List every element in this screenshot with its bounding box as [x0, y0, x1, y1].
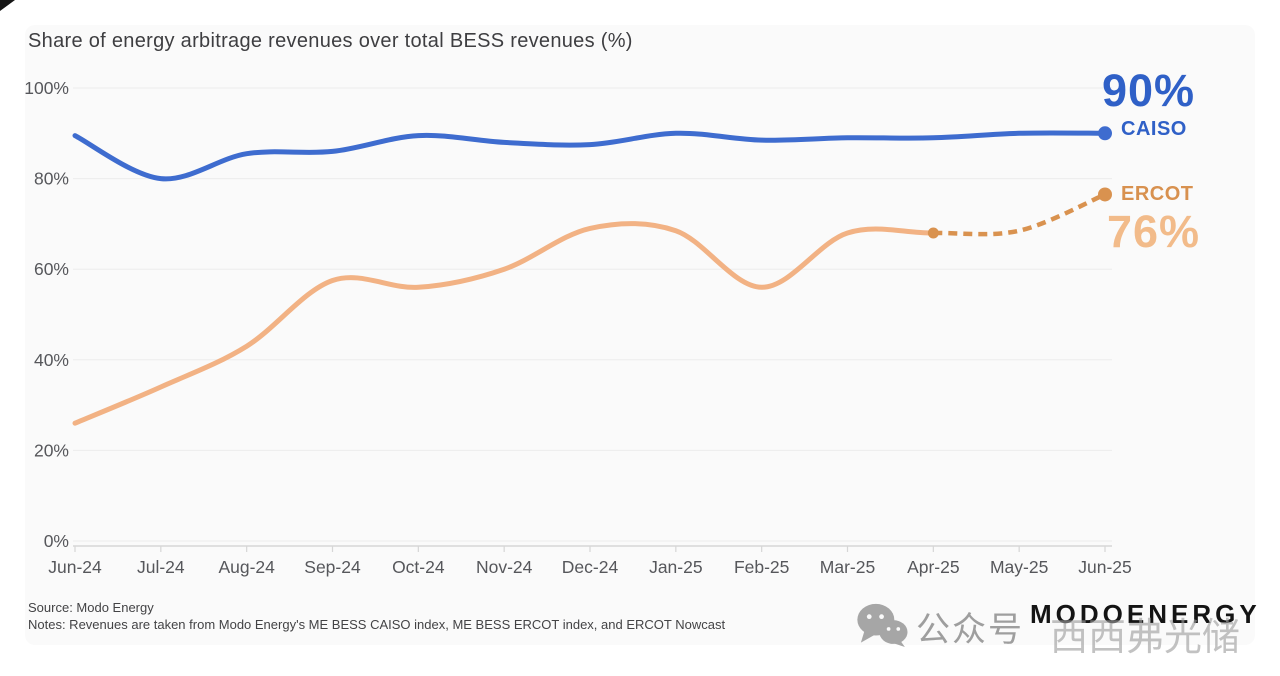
caiso-line: [72, 130, 1108, 182]
svg-text:Jul-24: Jul-24: [137, 557, 185, 577]
wechat-icon: [857, 603, 908, 647]
svg-text:Jan-25: Jan-25: [649, 557, 703, 577]
x-axis-labels: Jun-24 Jul-24 Aug-24 Sep-24 Oct-24 Nov-24 Dec-…: [48, 557, 1132, 577]
svg-text:Aug-24: Aug-24: [218, 557, 275, 577]
caiso-end-value: 90%: [1102, 65, 1196, 116]
svg-text:Feb-25: Feb-25: [734, 557, 789, 577]
svg-text:Jun-25: Jun-25: [1078, 557, 1132, 577]
svg-text:0%: 0%: [44, 531, 69, 551]
svg-text:Mar-25: Mar-25: [820, 557, 875, 577]
ercot-forecast-start-dot: [927, 227, 939, 239]
ercot-end-value: 76%: [1107, 206, 1201, 257]
svg-text:Apr-25: Apr-25: [907, 557, 960, 577]
svg-text:Jun-24: Jun-24: [48, 557, 102, 577]
svg-text:40%: 40%: [34, 350, 69, 370]
caiso-series-label: CAISO: [1121, 118, 1187, 140]
ercot-series-label: ERCOT: [1121, 183, 1194, 205]
svg-text:Nov-24: Nov-24: [476, 557, 533, 577]
notes-text: Notes: Revenues are taken from Modo Ener…: [28, 617, 726, 632]
modoenergy-logo: MODOENERGY: [1030, 599, 1261, 629]
corner-mark: [0, 0, 15, 11]
svg-text:May-25: May-25: [990, 557, 1048, 577]
svg-text:Dec-24: Dec-24: [562, 557, 619, 577]
gridlines: [73, 87, 1112, 542]
chart-title: Share of energy arbitrage revenues over …: [28, 30, 633, 52]
y-axis-labels: 0% 20% 40% 60% 80% 100%: [24, 78, 69, 551]
source-text: Source: Modo Energy: [28, 600, 154, 615]
svg-text:80%: 80%: [34, 169, 69, 189]
ercot-line-forecast: [933, 192, 1106, 237]
svg-text:100%: 100%: [24, 78, 69, 98]
chart-card: [25, 25, 1255, 645]
svg-text:Oct-24: Oct-24: [392, 557, 445, 577]
caiso-end-dot: [1098, 126, 1112, 141]
svg-text:Sep-24: Sep-24: [304, 557, 361, 577]
wechat-account-label: 公众号: [916, 611, 1024, 649]
ercot-end-dot: [1098, 187, 1112, 202]
svg-text:20%: 20%: [34, 440, 69, 460]
watermark-account-name: 西西弗光储: [1050, 617, 1241, 659]
svg-text:60%: 60%: [34, 259, 69, 279]
ercot-line-actual: [72, 220, 936, 426]
x-axis: [73, 545, 1112, 552]
